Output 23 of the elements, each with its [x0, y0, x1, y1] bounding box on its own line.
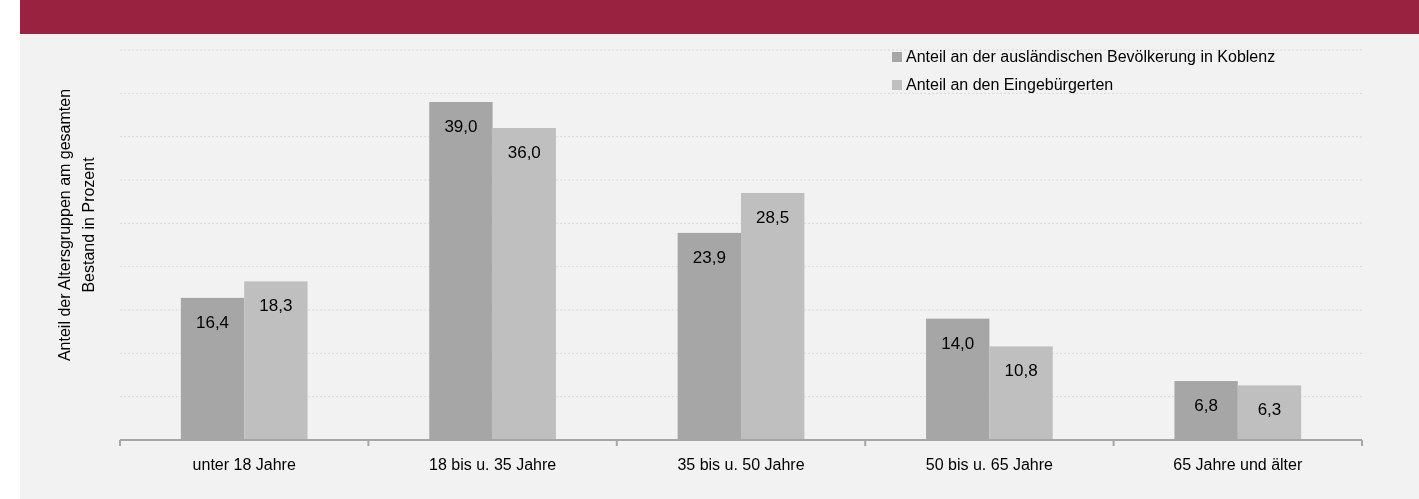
data-label: 10,8 — [1004, 361, 1038, 381]
data-label: 18,3 — [259, 296, 293, 316]
x-tick-label: unter 18 Jahre — [192, 456, 296, 473]
bar — [741, 193, 805, 440]
x-tick-label: 35 bis u. 50 Jahre — [677, 456, 805, 473]
bar — [244, 281, 308, 440]
data-label: 14,0 — [941, 333, 975, 353]
x-tick-label: 65 Jahre und älter — [1173, 456, 1303, 473]
data-label: 39,0 — [444, 117, 478, 136]
data-label: 16,4 — [195, 312, 230, 332]
x-tick-label: 18 bis u. 35 Jahre — [429, 456, 557, 473]
data-label: 6,3 — [1257, 400, 1282, 420]
legend-label: Anteil an den Eingebürgerten — [906, 76, 1114, 93]
data-label: 36,0 — [507, 143, 541, 162]
data-label: 28,5 — [756, 208, 790, 227]
bar — [989, 346, 1053, 440]
legend-label: Anteil an der ausländischen Bevölkerung in Koblenz — [906, 48, 1276, 65]
data-label: 23,9 — [692, 247, 726, 267]
x-tick-label: 50 bis u. 65 Jahre — [925, 456, 1054, 473]
data-label: 6,8 — [1194, 396, 1218, 416]
bar — [492, 128, 556, 440]
bar — [1237, 385, 1302, 440]
y-axis-title: Anteil der Altersgruppen am gesamten Bestand in Prozent — [56, 88, 97, 362]
